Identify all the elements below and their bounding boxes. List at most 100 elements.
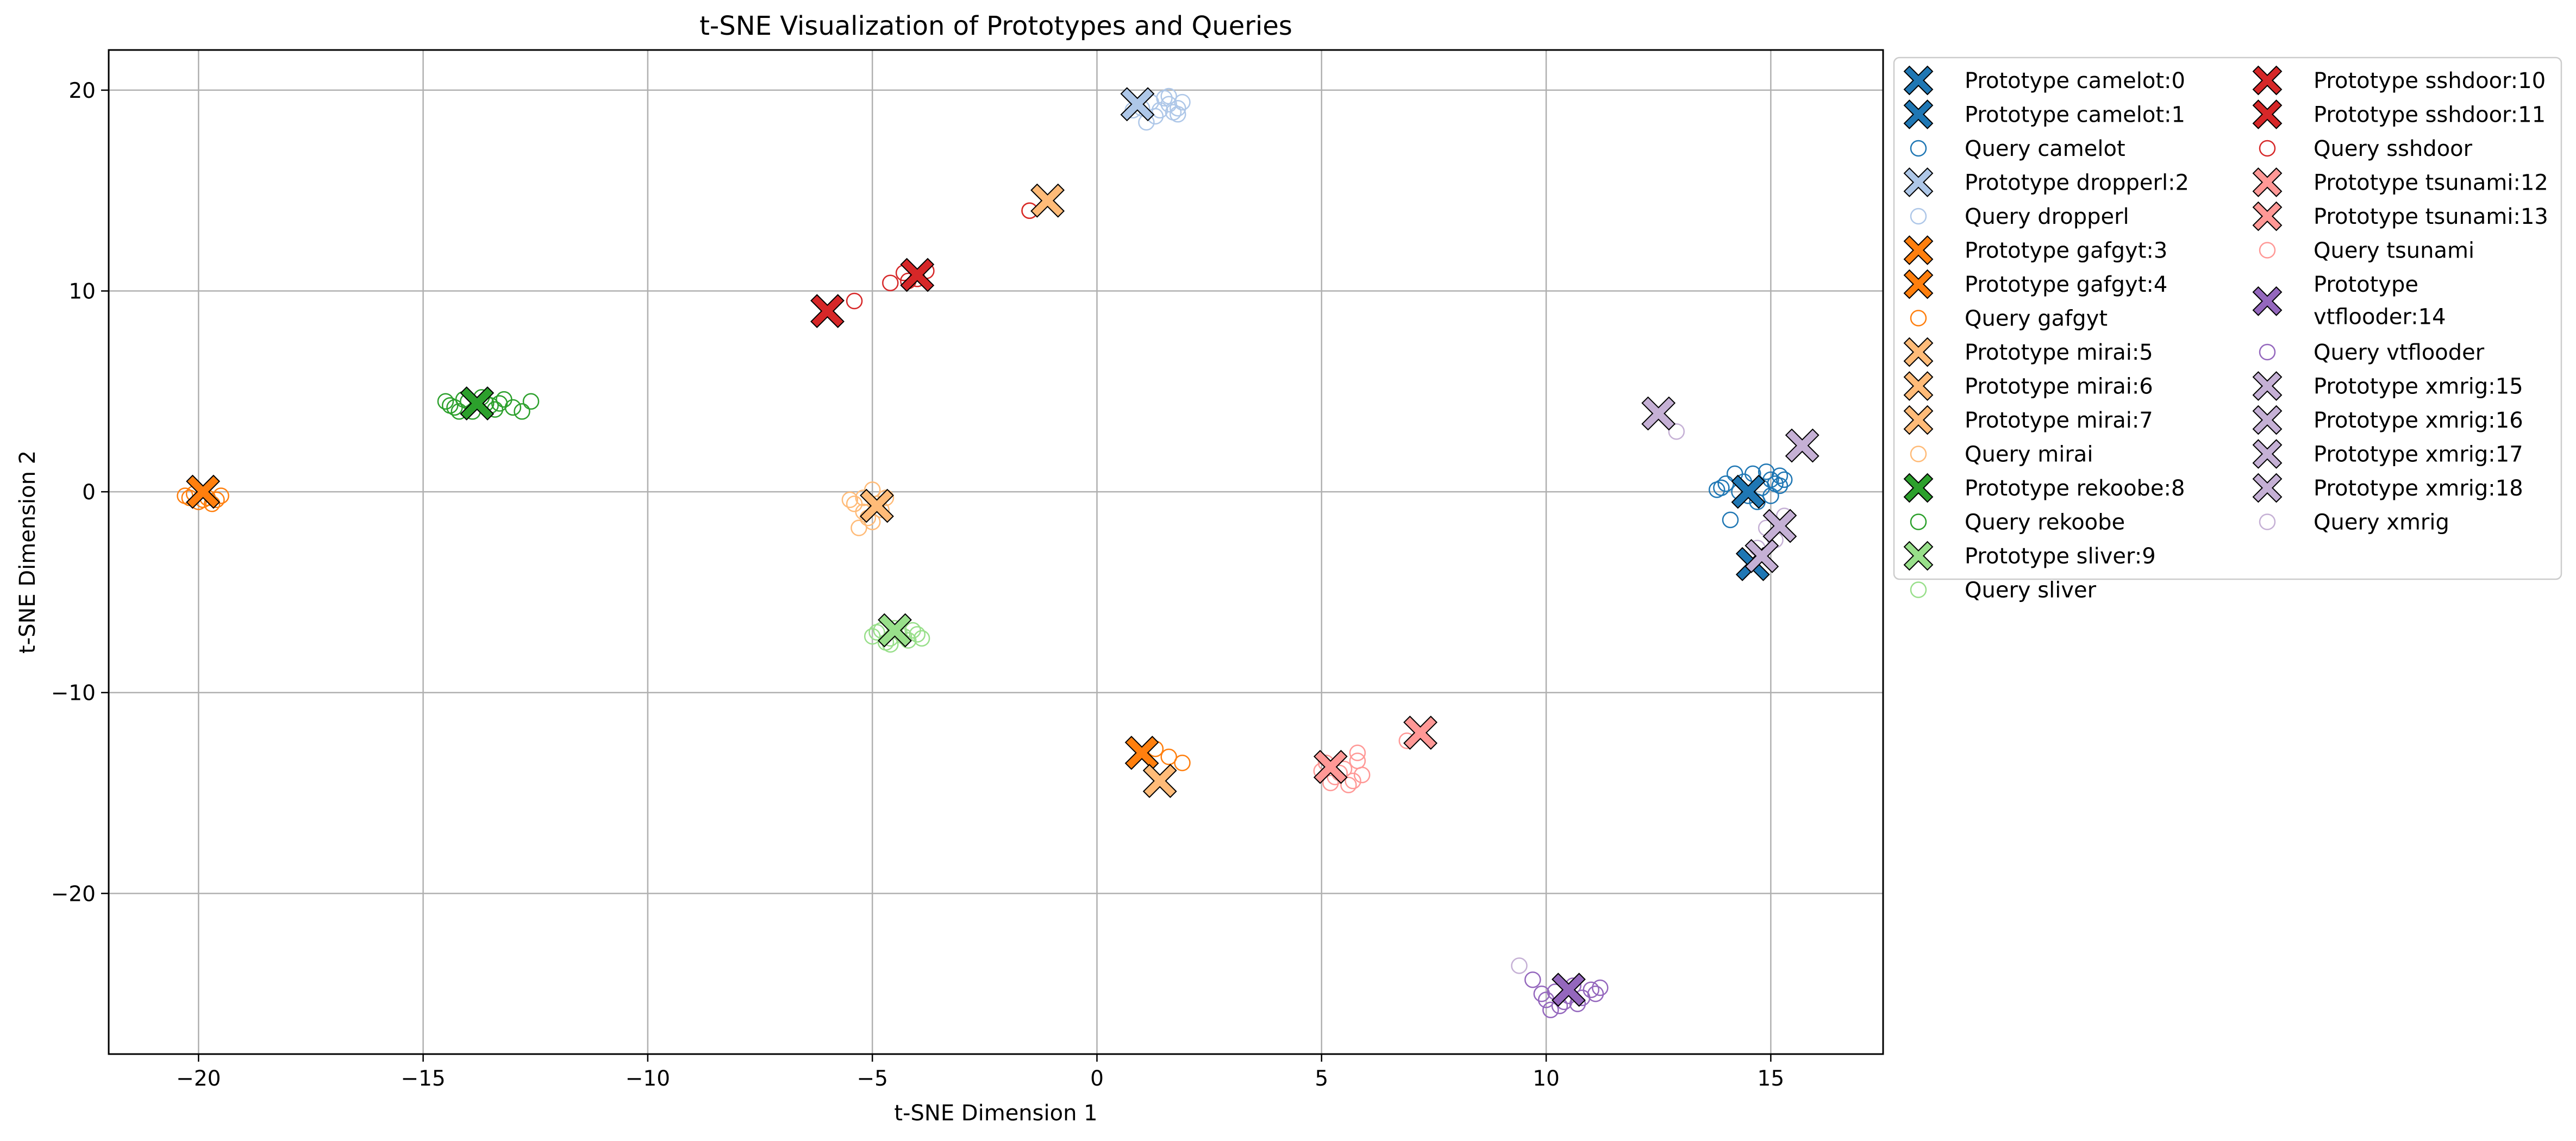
prototype-marker-vtflooder (1551, 973, 1586, 1007)
x-tick-label: 15 (1758, 1067, 1785, 1091)
y-tick-label: −10 (51, 681, 96, 706)
legend-query-marker (2259, 513, 2276, 530)
legend-label: Prototype xmrig:18 (2314, 476, 2523, 501)
x-tick-label: 0 (1090, 1067, 1104, 1091)
query-point-camelot (1708, 481, 1725, 498)
legend-label: Query sliver (1965, 578, 2097, 603)
prototype-marker-mirai (860, 488, 894, 523)
legend-entry: Query sliver (1910, 578, 2097, 603)
prototype-marker-mirai (1030, 183, 1065, 218)
data-points (177, 87, 1820, 1018)
legend-label: Query mirai (1965, 442, 2093, 467)
prototype-marker-dropperl (1120, 87, 1155, 122)
prototype-marker-xmrig (1745, 538, 1779, 573)
prototype-marker-sshdoor (900, 258, 935, 292)
legend-query-marker (1910, 208, 1927, 225)
legend-label: Query tsunami (2314, 239, 2474, 264)
query-point-tsunami (1349, 744, 1366, 761)
query-point-rekoobe (514, 403, 530, 420)
query-point-gafgyt (1160, 748, 1177, 766)
query-point-vtflooder (1583, 981, 1599, 998)
legend-label: Query gafgyt (1965, 306, 2108, 331)
legend-entry: Prototype camelot:1 (1903, 99, 2185, 129)
legend-label: Prototype dropperl:2 (1965, 171, 2189, 196)
legend-query-marker (1910, 140, 1927, 157)
query-point-tsunami (1340, 776, 1357, 793)
query-point-camelot (1775, 471, 1793, 488)
y-tick-label: 20 (68, 79, 96, 103)
x-tick-label: −10 (626, 1067, 670, 1091)
prototype-marker-sliver (878, 613, 912, 648)
query-point-vtflooder (1524, 971, 1541, 988)
legend-label: Prototype mirai:7 (1965, 408, 2153, 433)
prototype-marker-sshdoor (810, 294, 845, 328)
legend-prototype-marker (1903, 167, 1934, 197)
query-point-tsunami (1353, 767, 1371, 783)
legend-entry: Prototype tsunami:13 (2252, 201, 2548, 231)
query-point-camelot (1722, 511, 1739, 529)
legend-prototype-marker (1903, 473, 1934, 503)
legend-prototype-marker (1903, 65, 1934, 96)
prototype-marker-gafgyt (1124, 736, 1159, 770)
query-point-sliver (913, 630, 930, 647)
query-point-rekoobe (522, 393, 540, 410)
legend-query-marker (1910, 513, 1927, 530)
legend-entry: Query camelot (1910, 136, 2125, 161)
legend-label: Prototype sliver:9 (1965, 544, 2156, 569)
legend-prototype-marker (2252, 167, 2283, 197)
legend-label: Prototype vtflooder:14 (2314, 272, 2446, 329)
query-point-camelot (1717, 475, 1734, 492)
query-point-vtflooder (1533, 985, 1550, 1002)
query-point-vtflooder (1587, 985, 1604, 1002)
legend-query-marker (1910, 310, 1927, 327)
query-point-camelot (1758, 463, 1775, 480)
legend-label: Query xmrig (2314, 510, 2449, 535)
query-point-xmrig (1668, 423, 1685, 440)
legend-prototype-marker (1903, 235, 1934, 265)
x-axis-title: t-SNE Dimension 1 (894, 1101, 1097, 1126)
legend-query-marker (2259, 242, 2276, 259)
legend-label: Prototype sshdoor:11 (2314, 103, 2546, 128)
legend-label: Prototype mirai:5 (1965, 340, 2153, 365)
prototype-marker-gafgyt (186, 474, 221, 509)
legend-entry: Query xmrig (2259, 510, 2449, 535)
query-point-tsunami (1322, 774, 1339, 792)
legend-label: Prototype sshdoor:10 (2314, 68, 2546, 93)
legend-prototype-marker (1903, 541, 1934, 571)
legend-entry: Prototype sliver:9 (1903, 541, 2156, 571)
y-tick-label: 10 (68, 280, 96, 304)
legend-prototype-marker (1903, 99, 1934, 129)
legend-query-marker (2259, 343, 2276, 361)
legend-prototype-marker (1903, 405, 1934, 435)
legend-label: Query sshdoor (2314, 136, 2473, 161)
legend-label: Query camelot (1965, 136, 2125, 161)
query-point-rekoobe (441, 397, 459, 414)
axis-ticks: −20 −15 −10 −5 0 5 10 15 −20 −10 0 10 20 (51, 79, 1784, 1091)
legend-entry: Prototype dropperl:2 (1903, 167, 2189, 197)
query-point-dropperl (1160, 87, 1177, 105)
legend: Prototype camelot:0 Prototype camelot:1 Qu… (1893, 57, 2562, 603)
legend-entry: Prototype mirai:7 (1903, 405, 2153, 435)
legend-label: Prototype gafgyt:4 (1965, 272, 2167, 297)
legend-entry: Query dropperl (1910, 204, 2129, 229)
legend-label: Prototype gafgyt:3 (1965, 239, 2167, 264)
legend-entry: Prototype sshdoor:11 (2252, 99, 2546, 129)
legend-label: Query rekoobe (1965, 510, 2125, 535)
legend-entry: Query gafgyt (1910, 306, 2108, 331)
legend-label: Prototype xmrig:17 (2314, 442, 2523, 467)
legend-entry: Prototype tsunami:12 (2252, 167, 2548, 197)
legend-entry: Prototype mirai:6 (1903, 371, 2153, 401)
query-point-dropperl (1170, 106, 1186, 123)
legend-entry: Query sshdoor (2259, 136, 2473, 161)
prototype-marker-mirai (1142, 763, 1177, 798)
chart-title: t-SNE Visualization of Prototypes and Qu… (699, 11, 1292, 41)
query-point-rekoobe (437, 393, 454, 410)
grid-lines (109, 50, 1883, 1054)
legend-prototype-marker (1903, 337, 1934, 367)
legend-label: Prototype mirai:6 (1965, 374, 2153, 399)
legend-query-marker (1910, 446, 1927, 462)
x-tick-label: −20 (176, 1067, 221, 1091)
legend-prototype-marker (2252, 286, 2283, 316)
query-point-camelot (1767, 475, 1784, 492)
